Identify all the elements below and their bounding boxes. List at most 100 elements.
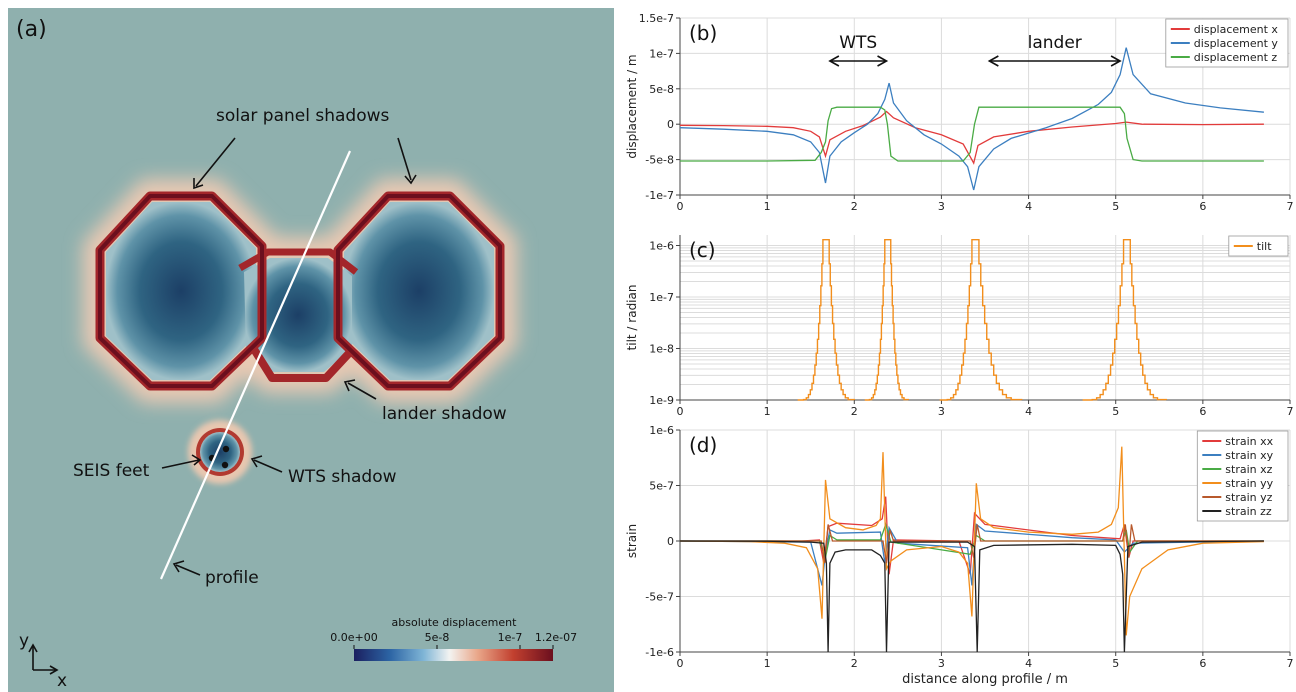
series-line-tilt bbox=[864, 238, 910, 401]
y-tick-label: 1e-6 bbox=[649, 424, 674, 437]
colorbar-tick: 1.2e-07 bbox=[535, 631, 577, 644]
colorbar-tick: 1e-7 bbox=[498, 631, 523, 644]
panel-label: (d) bbox=[689, 433, 717, 457]
series-line bbox=[680, 106, 1264, 162]
series-line bbox=[679, 540, 1264, 653]
colorbar-tick: 5e-8 bbox=[425, 631, 450, 644]
series-line bbox=[679, 110, 1264, 165]
x-axis-label: distance along profile / m bbox=[902, 672, 1068, 687]
x-tick-label: 2 bbox=[851, 405, 858, 418]
x-tick-label: 6 bbox=[1199, 200, 1206, 213]
shadow-rim bbox=[95, 191, 505, 391]
x-tick-label: 7 bbox=[1287, 657, 1294, 670]
y-tick-label: 0 bbox=[667, 535, 674, 548]
y-tick-label: -5e-8 bbox=[645, 154, 674, 167]
x-tick-label: 4 bbox=[1025, 657, 1032, 670]
legend-entry: displacement y bbox=[1194, 37, 1279, 50]
legend-entry: strain yy bbox=[1225, 477, 1273, 490]
colorbar: absolute displacement 0.0e+00 5e-8 1e-7 … bbox=[330, 616, 577, 661]
seis-feet-label: SEIS feet bbox=[73, 461, 150, 481]
series-line bbox=[679, 446, 1264, 636]
x-tick-label: 6 bbox=[1199, 405, 1206, 418]
y-axis-label: tilt / radian bbox=[625, 285, 639, 351]
x-tick-label: 3 bbox=[938, 200, 945, 213]
x-tick-label: 2 bbox=[851, 200, 858, 213]
seis-feet-dots bbox=[208, 445, 230, 469]
y-tick-label: -1e-7 bbox=[645, 189, 674, 202]
arrow-head bbox=[987, 55, 999, 67]
series-line bbox=[680, 524, 1264, 564]
legend-entry: strain zz bbox=[1225, 505, 1272, 518]
x-tick-label: 1 bbox=[764, 657, 771, 670]
x-tick-label: 1 bbox=[764, 200, 771, 213]
legend-entry: strain xy bbox=[1225, 449, 1273, 462]
y-tick-label: -5e-7 bbox=[645, 591, 674, 604]
x-tick-label: 7 bbox=[1287, 200, 1294, 213]
panel-label: (c) bbox=[689, 238, 716, 262]
axis-x-label: x bbox=[57, 671, 67, 691]
x-tick-label: 4 bbox=[1025, 405, 1032, 418]
y-tick-label: 1.5e-7 bbox=[639, 12, 674, 25]
chart-panel-3: 0 1 2 3 4 5 6 7 1e-6 5e-7 0 -5e-7 -1e-6 strain distanc… bbox=[625, 424, 1294, 687]
series-line bbox=[679, 47, 1264, 191]
chart-panel-1: 0 1 2 3 4 5 6 7 1.5e-7 1e-7 5e-8 0 -5e-8 -1e-7 displac… bbox=[625, 12, 1294, 213]
axis-y-label: y bbox=[19, 631, 29, 651]
x-tick-label: 6 bbox=[1199, 657, 1206, 670]
legend-entry: displacement z bbox=[1194, 51, 1278, 64]
arrow-head bbox=[1110, 55, 1122, 67]
y-tick-label: 1e-6 bbox=[649, 240, 674, 253]
range-annotation-label: WTS bbox=[839, 33, 877, 53]
axes-indicator bbox=[28, 643, 59, 675]
colorbar-scale bbox=[354, 649, 553, 661]
legend-entry: tilt bbox=[1257, 240, 1272, 253]
shadow-interior bbox=[106, 202, 494, 380]
arrow-head bbox=[828, 55, 840, 67]
y-tick-label: 5e-7 bbox=[649, 480, 674, 493]
y-tick-label: 1e-9 bbox=[649, 394, 674, 407]
panel-label: (b) bbox=[689, 21, 717, 45]
x-tick-label: 7 bbox=[1287, 405, 1294, 418]
x-tick-label: 1 bbox=[764, 405, 771, 418]
annotation-arrows bbox=[161, 137, 417, 576]
x-tick-label: 0 bbox=[677, 200, 684, 213]
y-tick-label: -1e-6 bbox=[645, 646, 674, 659]
x-tick-label: 2 bbox=[851, 657, 858, 670]
profile-line bbox=[159, 150, 352, 580]
x-tick-label: 3 bbox=[938, 405, 945, 418]
wts-shadow bbox=[188, 420, 252, 484]
colorbar-title: absolute displacement bbox=[392, 616, 518, 629]
x-tick-label: 4 bbox=[1025, 200, 1032, 213]
y-tick-label: 5e-8 bbox=[649, 83, 674, 96]
x-tick-label: 5 bbox=[1112, 657, 1119, 670]
solar-panel-shadows-label: solar panel shadows bbox=[216, 106, 390, 126]
x-tick-label: 5 bbox=[1112, 405, 1119, 418]
legend-entry: strain yz bbox=[1225, 491, 1272, 504]
y-axis-label: strain bbox=[625, 524, 639, 558]
series-line-tilt bbox=[797, 238, 855, 401]
y-tick-label: 1e-7 bbox=[649, 291, 674, 304]
series-line-tilt bbox=[939, 238, 1023, 401]
legend-entry: strain xx bbox=[1225, 435, 1273, 448]
x-tick-label: 5 bbox=[1112, 200, 1119, 213]
panel-a-label: (a) bbox=[16, 17, 47, 42]
x-tick-label: 0 bbox=[677, 657, 684, 670]
profile-label: profile bbox=[205, 568, 259, 588]
x-tick-label: 3 bbox=[938, 657, 945, 670]
y-axis-label: displacement / m bbox=[625, 54, 639, 158]
colorbar-tick: 0.0e+00 bbox=[330, 631, 377, 644]
y-tick-label: 1e-7 bbox=[649, 47, 674, 60]
y-tick-label: 0 bbox=[667, 118, 674, 131]
range-annotation-label: lander bbox=[1028, 33, 1082, 53]
chart-panel-2: 0 1 2 3 4 5 6 7 1e-6 1e-7 1e-8 1e-9 tilt / radian (c)… bbox=[625, 235, 1294, 418]
legend-entry: displacement x bbox=[1194, 23, 1279, 36]
lander-shadow-label: lander shadow bbox=[382, 404, 507, 424]
arrow-head bbox=[877, 55, 889, 67]
wts-shadow-label: WTS shadow bbox=[288, 467, 397, 487]
y-tick-label: 1e-8 bbox=[649, 343, 674, 356]
legend-box bbox=[1196, 430, 1289, 522]
series-line-tilt bbox=[1082, 238, 1167, 401]
legend-box bbox=[1228, 235, 1289, 257]
legend-entry: strain xz bbox=[1225, 463, 1272, 476]
displacement-map: (a) solar panel shadows lander shadow SE… bbox=[8, 8, 614, 692]
